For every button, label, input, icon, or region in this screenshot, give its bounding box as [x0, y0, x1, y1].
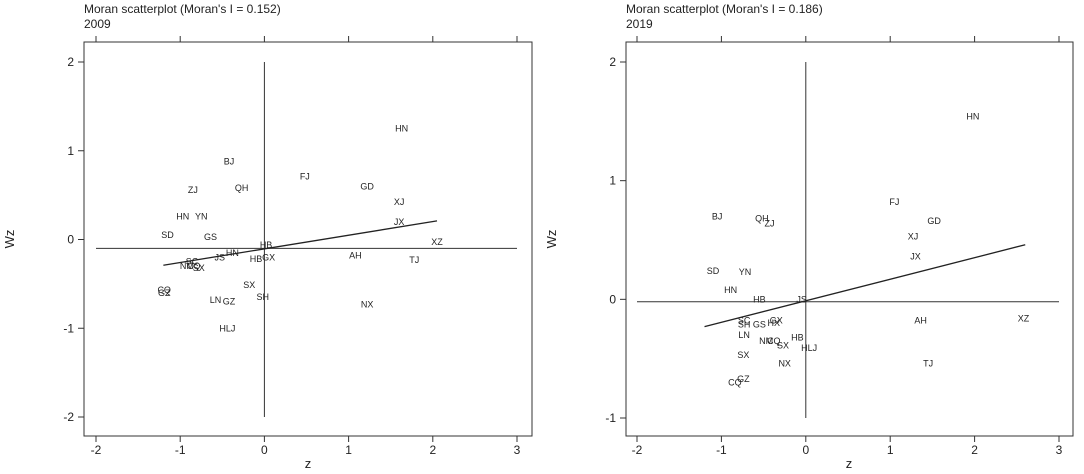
- data-point-label: HN: [395, 124, 408, 134]
- x-tick-label: 1: [887, 443, 894, 457]
- chart-title: Moran scatterplot (Moran's I = 0.186): [626, 2, 823, 16]
- data-point-label: YN: [195, 211, 208, 221]
- x-axis-label: z: [846, 456, 853, 471]
- data-point-label: XZ: [431, 237, 443, 247]
- chart-subtitle: 2009: [84, 17, 111, 31]
- regression-line: [704, 244, 1026, 328]
- data-point-label: LN: [210, 295, 222, 305]
- data-point-label: GZ: [223, 297, 236, 307]
- data-point-label: HX: [767, 318, 780, 328]
- data-point-label: XZ: [1018, 313, 1030, 323]
- x-tick-label: 2: [429, 443, 436, 457]
- data-point-label: JS: [215, 252, 226, 262]
- data-point-label: GS: [753, 319, 766, 329]
- x-tick-label: -2: [632, 443, 643, 457]
- data-point-label: GD: [360, 181, 374, 191]
- data-point-label: SH: [738, 319, 751, 329]
- data-point-label: HB: [791, 332, 804, 342]
- data-point-label: GZ: [737, 374, 750, 384]
- data-point-label: FJ: [300, 171, 310, 181]
- x-tick-label: 3: [1056, 443, 1063, 457]
- y-tick-label: -2: [63, 410, 74, 424]
- data-point-label: SX: [243, 280, 255, 290]
- data-point-label: BJ: [712, 211, 723, 221]
- x-tick-label: 0: [802, 443, 809, 457]
- moran-scatterplot-2009: Moran scatterplot (Moran's I = 0.152) 20…: [2, 2, 533, 471]
- y-tick-label: -1: [605, 411, 616, 425]
- data-point-label: SX: [777, 341, 789, 351]
- data-point-label: SC: [186, 257, 199, 267]
- y-tick-label: 1: [67, 144, 74, 158]
- y-tick-label: 0: [609, 292, 616, 306]
- regression-line: [163, 220, 438, 266]
- data-point-label: LN: [738, 330, 750, 340]
- data-point-label: GX: [262, 252, 275, 262]
- plot-frame: [83, 41, 533, 437]
- data-point-label: HB: [250, 254, 263, 264]
- data-point-label: ZJ: [765, 218, 775, 228]
- plot-frame: [625, 41, 1074, 437]
- data-point-label: HLJ: [801, 343, 817, 353]
- data-point-label: HN: [724, 285, 737, 295]
- data-point-label: JX: [910, 252, 921, 262]
- data-point-label: CQ: [187, 261, 201, 271]
- data-point-label: CQ: [767, 336, 781, 346]
- data-point-label: AH: [349, 250, 362, 260]
- data-point-label: SC: [738, 316, 751, 326]
- data-point-label: YN: [739, 267, 752, 277]
- data-point-label: SD: [707, 266, 720, 276]
- y-tick-label: 2: [609, 55, 616, 69]
- x-tick-label: 1: [345, 443, 352, 457]
- chart-subtitle: 2019: [626, 17, 653, 31]
- data-point-label: JS: [796, 294, 807, 304]
- y-tick-label: 1: [609, 174, 616, 188]
- x-axis-label: z: [305, 456, 312, 471]
- data-point-label: CQ: [157, 285, 171, 295]
- data-point-label: SX: [737, 350, 749, 360]
- x-tick-label: -1: [716, 443, 727, 457]
- y-tick-label: -1: [63, 321, 74, 335]
- data-point-label: QH: [235, 183, 249, 193]
- data-point-label: TJ: [923, 358, 933, 368]
- y-tick-label: 2: [67, 55, 74, 69]
- data-point-label: JX: [394, 217, 405, 227]
- data-point-label: GD: [927, 216, 941, 226]
- data-point-label: BJ: [224, 156, 235, 166]
- data-point-label: NM: [759, 336, 773, 346]
- x-tick-label: 0: [261, 443, 268, 457]
- data-point-label: HB: [260, 240, 273, 250]
- y-axis-label: Wz: [2, 230, 17, 249]
- data-point-label: HN: [226, 248, 239, 258]
- data-point-label: XJ: [908, 231, 919, 241]
- x-tick-label: 2: [971, 443, 978, 457]
- data-point-label: HB: [753, 294, 766, 304]
- data-point-label: NM: [180, 261, 194, 271]
- data-point-label: AH: [914, 316, 927, 326]
- data-point-label: SD: [161, 230, 174, 240]
- data-point-label: GX: [770, 316, 783, 326]
- x-tick-label: -1: [175, 443, 186, 457]
- data-point-label: TJ: [409, 255, 419, 265]
- moran-scatterplot-2019: Moran scatterplot (Moran's I = 0.186) 20…: [544, 2, 1074, 471]
- data-point-label: XJ: [394, 197, 405, 207]
- data-point-label: GZ: [158, 288, 171, 298]
- data-point-label: NX: [361, 299, 374, 309]
- data-point-label: HLJ: [219, 323, 235, 333]
- data-point-label: FJ: [889, 197, 899, 207]
- data-point-label: NX: [778, 358, 791, 368]
- data-point-label: HN: [176, 211, 189, 221]
- x-tick-label: 3: [514, 443, 521, 457]
- data-point-label: ZJ: [188, 185, 198, 195]
- data-point-label: CQ: [728, 377, 742, 387]
- data-point-label: HN: [966, 112, 979, 122]
- x-tick-label: -2: [91, 443, 102, 457]
- data-point-label: QH: [755, 214, 769, 224]
- data-point-label: GS: [204, 232, 217, 242]
- y-axis-label: Wz: [544, 230, 559, 249]
- chart-title: Moran scatterplot (Moran's I = 0.152): [84, 2, 281, 16]
- data-point-label: SX: [193, 263, 205, 273]
- y-tick-label: 0: [67, 233, 74, 247]
- data-point-label: SH: [256, 292, 269, 302]
